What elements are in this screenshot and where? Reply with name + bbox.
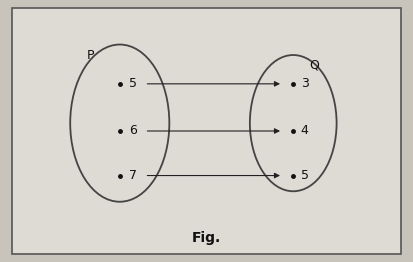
Text: 5: 5 bbox=[301, 169, 309, 182]
Text: 3: 3 bbox=[301, 77, 309, 90]
Text: Fig.: Fig. bbox=[192, 231, 221, 245]
Text: 4: 4 bbox=[301, 124, 309, 138]
Text: 7: 7 bbox=[129, 169, 137, 182]
Text: 6: 6 bbox=[129, 124, 137, 138]
Text: 5: 5 bbox=[129, 77, 137, 90]
Ellipse shape bbox=[250, 55, 337, 191]
FancyBboxPatch shape bbox=[12, 8, 401, 254]
Ellipse shape bbox=[70, 45, 169, 202]
Text: P: P bbox=[87, 48, 95, 62]
Text: Q: Q bbox=[309, 59, 319, 72]
